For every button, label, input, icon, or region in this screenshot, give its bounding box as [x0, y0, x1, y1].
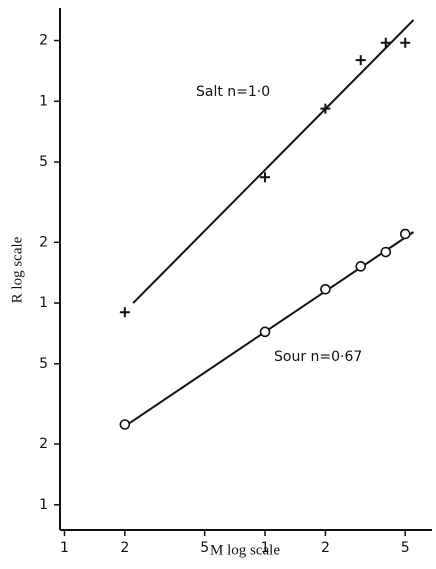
- x-axis-label: M log scale: [210, 542, 280, 558]
- x-tick-label: 2: [120, 540, 129, 556]
- y-tick-label: 2: [39, 234, 48, 250]
- point: [119, 307, 130, 318]
- x-tick-label: 5: [200, 540, 209, 556]
- point: [355, 55, 366, 66]
- x-tick-label: 1: [60, 540, 69, 556]
- y-tick-label: 5: [39, 356, 48, 372]
- fit-line: [132, 19, 415, 304]
- x-tick-label: 1: [261, 540, 270, 556]
- x-tick-label: 5: [401, 540, 410, 556]
- annotation: Salt n=1·0: [196, 84, 270, 100]
- point: [320, 103, 331, 114]
- point: [259, 326, 271, 338]
- y-tick-label: 2: [39, 436, 48, 452]
- point: [119, 419, 131, 430]
- point: [380, 37, 391, 48]
- point: [320, 283, 331, 295]
- annotation: Sour n=0·67: [274, 349, 362, 365]
- y-tick-label: 1: [39, 93, 48, 109]
- point: [380, 246, 392, 258]
- x-tick-label: 2: [321, 540, 330, 556]
- point: [260, 172, 271, 183]
- point: [355, 261, 367, 272]
- y-tick-label: 2: [39, 33, 48, 49]
- y-axis-label: R log scale: [9, 236, 25, 303]
- y-tick-label: 5: [39, 154, 48, 170]
- point: [400, 37, 411, 48]
- y-tick-label: 1: [39, 295, 48, 311]
- point: [399, 228, 411, 240]
- y-tick-label: 1: [39, 497, 48, 513]
